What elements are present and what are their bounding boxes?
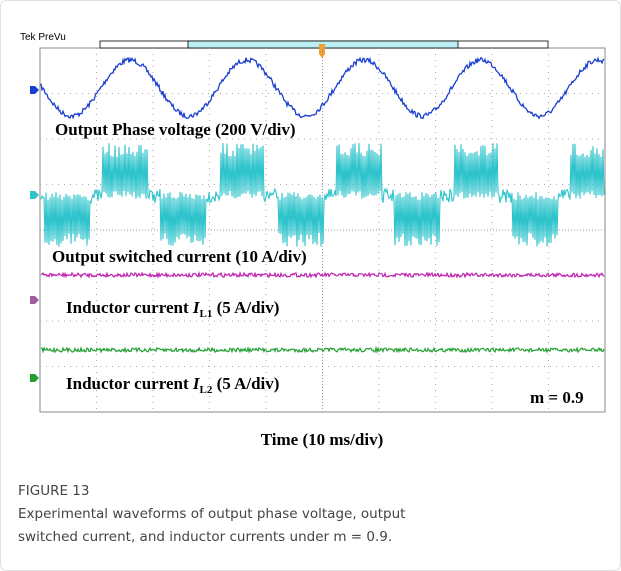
modulation-label: m = 0.9 (530, 388, 584, 407)
label-text: Inductor current (66, 298, 193, 317)
label-text: Inductor current (66, 374, 193, 393)
time-axis-label: Time (10 ms/div) (261, 430, 383, 449)
trace-label: Output Phase voltage (200 V/div) (55, 120, 296, 139)
caption-line: Experimental waveforms of output phase v… (18, 506, 405, 522)
trace-label: Output switched current (10 A/div) (52, 247, 307, 266)
scope-screen: Tek PreVu (20, 32, 605, 412)
trace-label: Inductor current IL1 (5 A/div) (66, 298, 279, 320)
figure: Tek PreVu Output Phase voltage (200 V/di… (0, 0, 621, 571)
caption-line: switched current, and inductor currents … (18, 529, 392, 545)
scope-header: Tek PreVu (20, 32, 66, 43)
label-subscript: L2 (200, 384, 213, 396)
label-text: (5 A/div) (212, 298, 279, 317)
trace-label: Inductor current IL2 (5 A/div) (66, 374, 279, 396)
caption-number: FIGURE 13 (18, 483, 89, 499)
label-subscript: L1 (200, 308, 213, 320)
label-text: (5 A/div) (212, 374, 279, 393)
